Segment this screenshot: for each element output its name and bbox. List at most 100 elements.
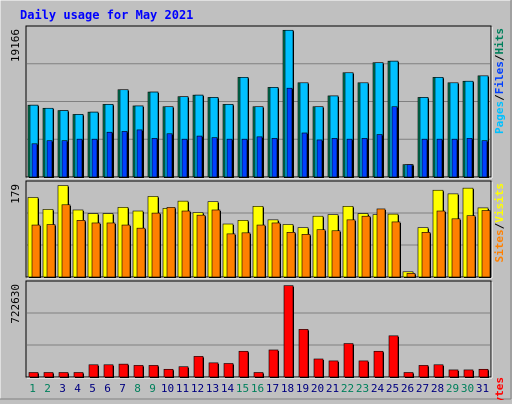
- x-tick-label-day-4: 4: [74, 382, 81, 395]
- x-tick-label-day-9: 9: [149, 382, 156, 395]
- panel-2-series-label-part: /: [493, 222, 506, 229]
- x-tick-label-day-8: 8: [134, 382, 141, 395]
- x-tick-label-day-17: 17: [266, 382, 279, 395]
- sites-bar-day-30: [466, 215, 476, 278]
- x-tick-label-day-29: 29: [446, 382, 459, 395]
- sites-bar-day-16: [256, 224, 266, 278]
- panel-3-ymax-label: 722630: [9, 284, 22, 324]
- kbytes-bar-day-18: [283, 285, 294, 378]
- kbytes-bar-day-20: [313, 358, 324, 378]
- sites-bar-day-21: [331, 230, 341, 278]
- x-tick-label-day-27: 27: [416, 382, 429, 395]
- pages-bar-day-12: [196, 135, 203, 178]
- pages-bar-day-22: [346, 138, 353, 178]
- x-tick-label-day-19: 19: [296, 382, 309, 395]
- kbytes-bar-day-24: [373, 350, 384, 378]
- pages-bar-day-3: [61, 140, 68, 178]
- panel-3-series-label: KBytes: [493, 377, 506, 400]
- sites-bar-day-4: [76, 220, 86, 278]
- kbytes-bar-day-27: [418, 365, 429, 378]
- kbytes-bar-day-31: [478, 368, 489, 378]
- kbytes-bar-day-17: [268, 349, 279, 378]
- sites-bar-day-17: [271, 222, 281, 278]
- kbytes-bar-day-8: [133, 365, 144, 378]
- pages-bar-day-10: [166, 133, 173, 178]
- sites-bar-day-25: [391, 221, 401, 278]
- pages-bar-day-30: [466, 138, 473, 178]
- sites-bar-day-14: [226, 233, 236, 278]
- sites-bar-day-22: [346, 219, 356, 278]
- x-tick-label-day-22: 22: [341, 382, 354, 395]
- pages-bar-day-15: [241, 138, 248, 178]
- kbytes-bar-day-4: [73, 372, 84, 378]
- x-tick-label-day-10: 10: [161, 382, 174, 395]
- sites-bar-day-2: [46, 224, 56, 278]
- x-tick-label-day-2: 2: [44, 382, 51, 395]
- sites-bar-day-19: [301, 234, 311, 278]
- sites-bar-day-29: [451, 218, 461, 278]
- kbytes-bar-day-3: [58, 372, 69, 378]
- x-tick-label-day-23: 23: [356, 382, 369, 395]
- pages-bar-day-26: [406, 164, 413, 178]
- pages-bar-day-7: [121, 131, 128, 178]
- pages-bar-day-27: [421, 138, 428, 178]
- x-tick-label-day-1: 1: [29, 382, 36, 395]
- kbytes-bar-day-23: [358, 360, 369, 378]
- kbytes-bar-day-12: [193, 356, 204, 378]
- sites-bar-day-27: [421, 232, 431, 278]
- panel-1-series-label-part: /: [493, 94, 506, 101]
- pages-bar-day-31: [481, 140, 488, 178]
- x-tick-label-day-11: 11: [176, 382, 189, 395]
- pages-bar-day-8: [136, 129, 143, 178]
- sites-bar-day-3: [61, 204, 71, 278]
- chart-title: Daily usage for May 2021: [20, 8, 193, 22]
- panel-1-series-label-part: Hits: [493, 28, 506, 55]
- pages-bar-day-2: [46, 140, 53, 178]
- x-tick-label-day-5: 5: [89, 382, 96, 395]
- x-tick-label-day-20: 20: [311, 382, 324, 395]
- kbytes-bar-day-10: [163, 368, 174, 378]
- x-tick-label-day-30: 30: [461, 382, 474, 395]
- x-tick-label-day-24: 24: [371, 382, 385, 395]
- x-tick-label-day-14: 14: [221, 382, 235, 395]
- kbytes-bar-day-14: [223, 363, 234, 378]
- x-tick-label-day-25: 25: [386, 382, 399, 395]
- kbytes-bar-day-28: [433, 364, 444, 378]
- x-tick-label-day-31: 31: [476, 382, 489, 395]
- pages-bar-day-17: [271, 138, 278, 178]
- panel-1-series-label-part: Pages: [493, 101, 506, 134]
- x-tick-label-day-13: 13: [206, 382, 219, 395]
- pages-bar-day-24: [376, 134, 383, 178]
- x-tick-label-day-3: 3: [59, 382, 66, 395]
- sites-bar-day-20: [316, 229, 326, 278]
- panel-2-series-label-part: Visits: [493, 183, 506, 223]
- pages-bar-day-4: [76, 138, 83, 178]
- sites-bar-day-1: [31, 224, 41, 278]
- kbytes-bar-day-13: [208, 362, 219, 378]
- pages-bar-day-13: [211, 137, 218, 178]
- kbytes-bar-day-30: [463, 369, 474, 378]
- kbytes-bar-day-1: [28, 372, 39, 378]
- pages-bar-day-19: [301, 132, 308, 178]
- kbytes-bar-day-11: [178, 366, 189, 378]
- pages-bar-day-29: [451, 138, 458, 178]
- sites-bar-day-28: [436, 210, 446, 278]
- sites-bar-day-7: [121, 224, 131, 278]
- sites-bar-day-9: [151, 212, 161, 278]
- x-tick-label-day-16: 16: [251, 382, 264, 395]
- sites-bar-day-12: [196, 214, 206, 278]
- pages-bar-day-18: [286, 87, 293, 178]
- panel-1-ymax-label: 19166: [9, 29, 22, 62]
- pages-bar-day-11: [181, 138, 188, 178]
- sites-bar-day-8: [136, 227, 146, 278]
- sites-bar-day-15: [241, 232, 251, 278]
- panel-1-series-label: Pages/Files/Hits: [493, 28, 506, 134]
- pages-bar-day-14: [226, 138, 233, 178]
- sites-bar-day-11: [181, 210, 191, 278]
- sites-bar-day-13: [211, 209, 221, 278]
- kbytes-bar-day-22: [343, 343, 354, 378]
- x-tick-label-day-6: 6: [104, 382, 111, 395]
- kbytes-bar-day-25: [388, 335, 399, 378]
- pages-bar-day-1: [31, 143, 38, 178]
- pages-bar-day-9: [151, 138, 158, 178]
